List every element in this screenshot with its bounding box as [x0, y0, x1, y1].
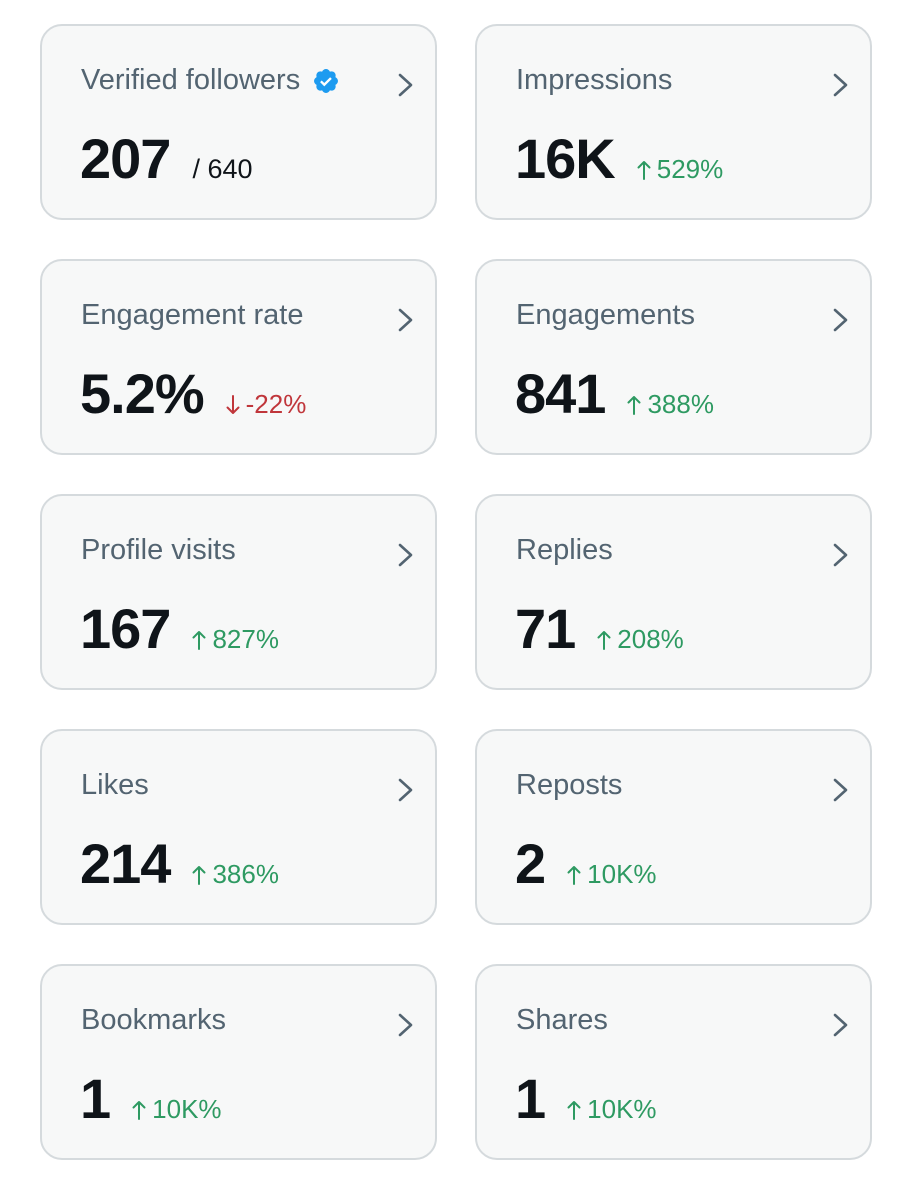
card-title-label: Profile visits — [81, 534, 236, 566]
metric-change: 827% — [192, 624, 279, 655]
chevron-right-icon[interactable] — [395, 1010, 417, 1040]
metric-change: 10K% — [567, 1094, 657, 1125]
metric-change: 529% — [637, 154, 724, 185]
arrow-up-icon — [637, 161, 651, 180]
chevron-right-icon[interactable] — [830, 70, 852, 100]
card-bookmarks[interactable]: Bookmarks 1 10K% — [40, 964, 437, 1160]
value-row: 71 208% — [515, 596, 684, 661]
verified-badge-icon — [314, 68, 339, 93]
analytics-card-grid: Verified followers 207 / 640 Impressions… — [40, 24, 872, 1160]
change-value: 827% — [212, 624, 279, 654]
card-title: Engagement rate — [81, 299, 303, 332]
metric-total: / 640 — [192, 154, 253, 184]
change-value: 388% — [647, 389, 714, 419]
card-reposts[interactable]: Reposts 2 10K% — [475, 729, 872, 925]
change-value: 10K% — [587, 859, 657, 889]
metric-change: 208% — [597, 624, 684, 655]
change-value: 208% — [617, 624, 684, 654]
arrow-up-icon — [567, 1101, 581, 1120]
card-title-label: Engagements — [516, 299, 695, 331]
card-likes[interactable]: Likes 214 386% — [40, 729, 437, 925]
change-value: 529% — [656, 154, 724, 184]
value-row: 2 10K% — [515, 831, 657, 896]
chevron-right-icon[interactable] — [395, 540, 417, 570]
card-title: Engagements — [516, 299, 695, 332]
card-title: Bookmarks — [81, 1004, 226, 1037]
card-impressions[interactable]: Impressions 16K 529% — [475, 24, 872, 220]
chevron-right-icon[interactable] — [830, 775, 852, 805]
card-title-label: Impressions — [516, 64, 673, 96]
value-row: 167 827% — [80, 596, 279, 661]
arrow-up-icon — [192, 631, 206, 650]
metric-value: 214 — [80, 832, 171, 895]
metric-value: 5.2% — [80, 362, 205, 425]
card-title-label: Bookmarks — [81, 1004, 227, 1036]
card-verified-followers[interactable]: Verified followers 207 / 640 — [40, 24, 437, 220]
metric-value: 167 — [80, 597, 171, 660]
card-title: Impressions — [516, 64, 672, 97]
card-shares[interactable]: Shares 1 10K% — [475, 964, 872, 1160]
card-title-label: Likes — [81, 769, 149, 801]
metric-change: 10K% — [567, 859, 657, 890]
chevron-right-icon[interactable] — [830, 1010, 852, 1040]
card-title: Profile visits — [81, 534, 236, 567]
card-title-label: Verified followers — [81, 64, 301, 96]
change-value: -22% — [245, 389, 307, 419]
chevron-right-icon[interactable] — [830, 540, 852, 570]
metric-change: 388% — [627, 389, 714, 420]
value-row: 841 388% — [515, 361, 714, 426]
metric-value: 1 — [80, 1067, 111, 1130]
card-title-label: Replies — [516, 534, 613, 566]
card-title: Likes — [81, 769, 149, 802]
metric-value: 841 — [515, 362, 606, 425]
metric-value: 71 — [515, 597, 576, 660]
metric-value: 207 — [80, 127, 171, 190]
metric-change: -22% — [226, 389, 307, 420]
change-value: 10K% — [152, 1094, 222, 1124]
chevron-right-icon[interactable] — [395, 305, 417, 335]
card-title-label: Engagement rate — [81, 299, 304, 331]
value-row: 16K 529% — [515, 126, 723, 191]
arrow-up-icon — [597, 631, 611, 650]
card-engagement-rate[interactable]: Engagement rate 5.2% -22% — [40, 259, 437, 455]
card-title: Replies — [516, 534, 613, 567]
metric-change: 10K% — [132, 1094, 222, 1125]
chevron-right-icon[interactable] — [395, 775, 417, 805]
arrow-up-icon — [132, 1101, 146, 1120]
card-title: Shares — [516, 1004, 608, 1037]
card-replies[interactable]: Replies 71 208% — [475, 494, 872, 690]
chevron-right-icon[interactable] — [830, 305, 852, 335]
arrow-down-icon — [226, 395, 240, 414]
arrow-up-icon — [627, 396, 641, 415]
metric-value: 16K — [515, 127, 616, 190]
value-row: 207 / 640 — [80, 126, 253, 191]
card-title: Reposts — [516, 769, 622, 802]
value-row: 214 386% — [80, 831, 279, 896]
chevron-right-icon[interactable] — [395, 70, 417, 100]
arrow-up-icon — [567, 866, 581, 885]
change-value: 10K% — [587, 1094, 657, 1124]
metric-change: 386% — [192, 859, 279, 890]
card-engagements[interactable]: Engagements 841 388% — [475, 259, 872, 455]
card-profile-visits[interactable]: Profile visits 167 827% — [40, 494, 437, 690]
metric-value: 1 — [515, 1067, 546, 1130]
card-title: Verified followers — [81, 64, 340, 97]
card-title-label: Shares — [516, 1004, 608, 1036]
change-value: 386% — [212, 859, 279, 889]
value-row: 1 10K% — [80, 1066, 222, 1131]
card-title-label: Reposts — [516, 769, 623, 801]
value-row: 5.2% -22% — [80, 361, 306, 426]
metric-value: 2 — [515, 832, 546, 895]
arrow-up-icon — [192, 866, 206, 885]
value-row: 1 10K% — [515, 1066, 657, 1131]
